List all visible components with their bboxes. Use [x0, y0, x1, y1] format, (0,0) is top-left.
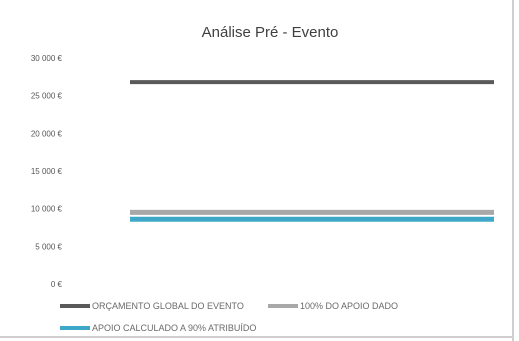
- y-tick-label: 25 000 €: [31, 92, 63, 101]
- chart-border-right: [512, 0, 514, 341]
- y-tick-label: 10 000 €: [31, 205, 63, 214]
- legend-label: 100% DO APOIO DADO: [300, 301, 398, 311]
- y-tick-label: 5 000 €: [35, 242, 62, 251]
- y-tick-label: 20 000 €: [31, 129, 63, 138]
- y-tick-label: 30 000 €: [31, 54, 63, 63]
- y-tick-label: 15 000 €: [31, 167, 63, 176]
- y-tick-label: 0 €: [51, 280, 63, 289]
- legend-label: ORÇAMENTO GLOBAL DO EVENTO: [92, 301, 244, 311]
- chart-title: Análise Pré - Evento: [201, 24, 339, 41]
- chart-border-bottom: [0, 336, 514, 338]
- legend-label: APOIO CALCULADO A 90% ATRIBUÍDO: [92, 323, 256, 333]
